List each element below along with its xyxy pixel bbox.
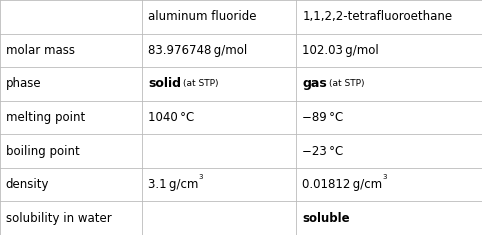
Text: 83.976748 g/mol: 83.976748 g/mol — [148, 44, 247, 57]
Text: (at STP): (at STP) — [183, 79, 219, 88]
Text: 1040 °C: 1040 °C — [148, 111, 194, 124]
Text: 1,1,2,2-tetrafluoroethane: 1,1,2,2-tetrafluoroethane — [302, 10, 452, 23]
Text: phase: phase — [6, 77, 41, 90]
Text: 102.03 g/mol: 102.03 g/mol — [302, 44, 379, 57]
Text: melting point: melting point — [6, 111, 85, 124]
Text: 0.01812 g/cm: 0.01812 g/cm — [302, 178, 382, 191]
Text: −89 °C: −89 °C — [302, 111, 344, 124]
Text: solid: solid — [148, 77, 181, 90]
Text: 3.1 g/cm: 3.1 g/cm — [148, 178, 199, 191]
Text: gas: gas — [302, 77, 327, 90]
Text: aluminum fluoride: aluminum fluoride — [148, 10, 256, 23]
Text: solubility in water: solubility in water — [6, 212, 111, 225]
Text: 3: 3 — [199, 174, 203, 180]
Text: density: density — [6, 178, 49, 191]
Text: molar mass: molar mass — [6, 44, 75, 57]
Text: boiling point: boiling point — [6, 145, 80, 158]
Text: soluble: soluble — [302, 212, 350, 225]
Text: (at STP): (at STP) — [329, 79, 365, 88]
Text: 3: 3 — [382, 174, 387, 180]
Text: −23 °C: −23 °C — [302, 145, 344, 158]
